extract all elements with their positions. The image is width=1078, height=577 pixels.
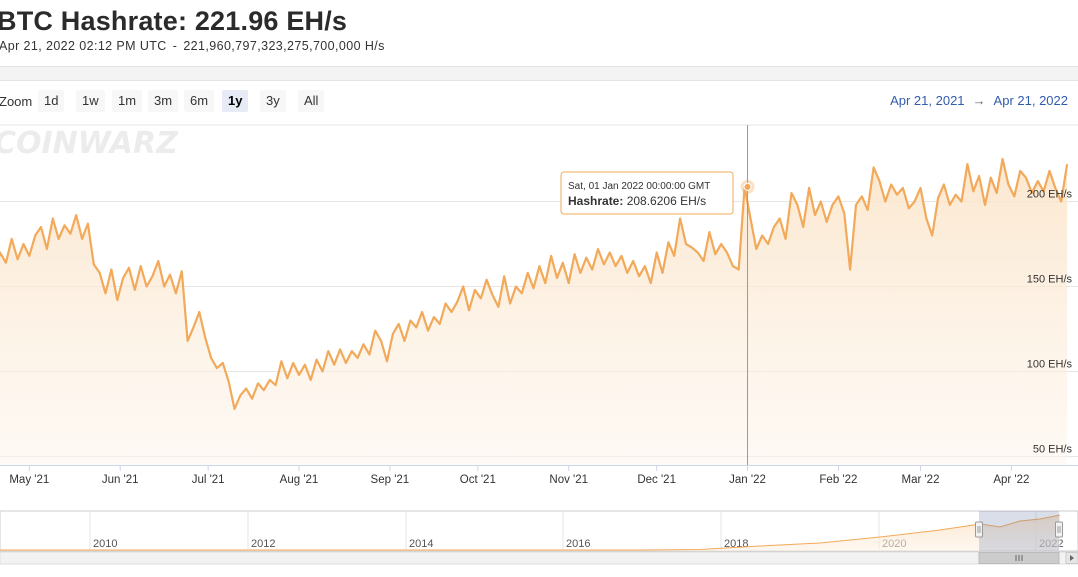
x-tick-label: May '21	[9, 474, 49, 486]
tooltip-series-label: Hashrate:	[568, 194, 623, 208]
y-tick-label: 200 EH/s	[1027, 189, 1073, 201]
crosshair	[740, 125, 755, 465]
range-arrow: →	[972, 93, 986, 108]
y-tick-label: 50 EH/s	[1033, 444, 1073, 456]
zoom-button-6m[interactable]: 6m	[184, 90, 215, 112]
x-tick-label: Sep '21	[371, 474, 410, 486]
tooltip: Sat, 01 Jan 2022 00:00:00 GMT Hashrate: …	[560, 171, 734, 215]
subtitle-separator: -	[172, 39, 178, 53]
page-title: BTC Hashrate: 221.96 EH/s	[0, 6, 348, 36]
x-tick-label: Oct '21	[460, 474, 496, 486]
x-tick-label: Feb '22	[819, 474, 857, 486]
tooltip-value-line: Hashrate: 208.6206 EH/s	[568, 194, 706, 208]
navigator-year-label: 2012	[251, 538, 275, 550]
tooltip-date: Sat, 01 Jan 2022 00:00:00 GMT	[568, 181, 710, 192]
range-to[interactable]: Apr 21, 2022	[993, 93, 1068, 108]
zoom-button-1y[interactable]: 1y	[222, 90, 249, 112]
navigator-year-label: 2014	[409, 538, 433, 550]
zoom-button-all[interactable]: All	[298, 90, 325, 112]
plot-area	[0, 157, 1069, 465]
header-divider	[0, 66, 1078, 81]
hashrate-full: 221,960,797,323,275,700,000 H/s	[183, 39, 385, 53]
zoom-button-1w[interactable]: 1w	[76, 90, 105, 112]
timestamp: Apr 21, 2022 02:12 PM UTC	[0, 39, 167, 53]
hover-marker	[743, 182, 752, 191]
y-tick-label: 100 EH/s	[1027, 359, 1073, 371]
y-tick-label: 150 EH/s	[1027, 274, 1073, 286]
x-tick-label: Jun '21	[102, 474, 139, 486]
x-tick-label: Mar '22	[901, 474, 939, 486]
zoom-button-3m[interactable]: 3m	[148, 90, 179, 112]
date-range: Apr 21, 2021 → Apr 21, 2022	[890, 93, 1068, 108]
zoom-button-3y[interactable]: 3y	[260, 90, 286, 112]
navigator-year-label: 2016	[566, 538, 590, 550]
x-axis: May '21 Jun '21 Jul '21 Aug '21 Sep '21 Oct '…	[0, 465, 1078, 486]
watermark-logo: COINWARZ	[0, 126, 179, 161]
navigator-right-handle[interactable]	[1055, 521, 1063, 538]
x-tick-label: Jan '22	[729, 474, 766, 486]
navigator-selection[interactable]	[979, 511, 1059, 551]
navigator[interactable]: 2010201220142016201820202022	[0, 510, 1078, 552]
scrollbar-track[interactable]	[0, 551, 1078, 565]
navigator-year-label: 2010	[93, 538, 117, 550]
scroll-right-arrow-icon	[1070, 555, 1074, 561]
x-tick-label: Apr '22	[993, 474, 1029, 486]
x-tick-label: Dec '21	[637, 474, 676, 486]
tooltip-box	[560, 171, 734, 215]
navigator-series	[0, 514, 1061, 551]
navigator-left-handle[interactable]	[975, 521, 983, 538]
x-tick-label: Nov '21	[549, 474, 588, 486]
tooltip-value: 208.6206 EH/s	[627, 194, 706, 208]
y-axis: 50 EH/s 100 EH/s 150 EH/s 200 EH/s	[1027, 189, 1073, 456]
zoom-button-1m[interactable]: 1m	[112, 90, 143, 112]
x-tick-label: Aug '21	[280, 474, 319, 486]
x-tick-label: Jul '21	[192, 474, 225, 486]
scrollbar[interactable]	[0, 551, 1078, 565]
page-subtitle: Apr 21, 2022 02:12 PM UTC -221,960,797,32…	[0, 39, 385, 53]
hashrate-line	[0, 157, 1069, 410]
range-from[interactable]: Apr 21, 2021	[890, 93, 965, 108]
hashrate-area	[0, 159, 1068, 465]
zoom-button-1d[interactable]: 1d	[38, 90, 65, 112]
zoom-label: Zoom	[0, 94, 33, 109]
